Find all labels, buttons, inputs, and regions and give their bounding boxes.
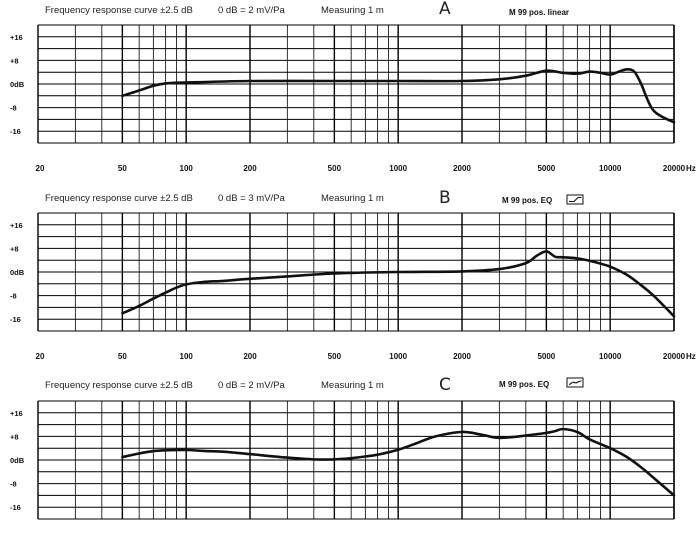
chart-a-grid bbox=[37, 24, 675, 144]
chart-a-xtick-label: 100 bbox=[180, 164, 194, 173]
chart-a-ytick-label: -16 bbox=[10, 127, 21, 136]
chart-b-xtick-label: 2000 bbox=[453, 352, 471, 361]
chart-b-xtick-label: 500 bbox=[328, 352, 342, 361]
chart-a-x-unit: Hz bbox=[686, 164, 696, 173]
chart-b-xtick-label: 200 bbox=[243, 352, 257, 361]
chart-a-xtick-label: 500 bbox=[328, 164, 342, 173]
chart-b-xtick-label: 50 bbox=[118, 352, 127, 361]
chart-c-ytick-label: 0dB bbox=[10, 456, 25, 465]
chart-a-ytick-label: +16 bbox=[10, 33, 23, 42]
chart-a-ytick-label: +8 bbox=[10, 56, 19, 65]
chart-c-ytick-label: +8 bbox=[10, 432, 19, 441]
chart-b-xtick-label: 5000 bbox=[537, 352, 555, 361]
chart-b-distance: Measuring 1 m bbox=[321, 193, 384, 204]
chart-c-grid bbox=[37, 400, 675, 520]
chart-a-xtick-label: 10000 bbox=[599, 164, 622, 173]
chart-b-ytick-label: +8 bbox=[10, 244, 19, 253]
chart-c-ytick-label: -8 bbox=[10, 480, 17, 489]
chart-b-letter: B bbox=[439, 188, 451, 208]
chart-a-xtick-label: 5000 bbox=[537, 164, 555, 173]
chart-a-title: Frequency response curve ±2.5 dB bbox=[45, 5, 193, 16]
chart-b-ytick-label: 0dB bbox=[10, 268, 25, 277]
chart-b-xtick-label: 20000 bbox=[663, 352, 686, 361]
eq-wave-icon bbox=[566, 377, 584, 388]
chart-c-letter: C bbox=[439, 375, 451, 395]
chart-a-xtick-label: 20 bbox=[36, 164, 45, 173]
chart-a-letter: A bbox=[439, 0, 451, 19]
chart-panel-a: Frequency response curve ±2.5 dB 0 dB = … bbox=[10, 0, 696, 173]
chart-panel-b: Frequency response curve ±2.5 dB 0 dB = … bbox=[10, 188, 696, 361]
chart-b-xtick-label: 20 bbox=[36, 352, 45, 361]
chart-a-xtick-label: 1000 bbox=[389, 164, 407, 173]
chart-b-reference: 0 dB = 3 mV/Pa bbox=[218, 193, 286, 204]
chart-c-ytick-label: +16 bbox=[10, 409, 23, 418]
chart-b-ytick-label: +16 bbox=[10, 221, 23, 230]
chart-b-x-unit: Hz bbox=[686, 352, 696, 361]
chart-a-xtick-label: 20000 bbox=[663, 164, 686, 173]
chart-a-xtick-label: 200 bbox=[243, 164, 257, 173]
chart-b-grid bbox=[37, 212, 675, 332]
chart-a-model-label: M 99 pos. linear bbox=[509, 8, 569, 17]
chart-a-reference: 0 dB = 2 mV/Pa bbox=[218, 5, 286, 16]
chart-b-ytick-label: -16 bbox=[10, 315, 21, 324]
chart-b-xtick-label: 10000 bbox=[599, 352, 622, 361]
chart-a-ytick-label: -8 bbox=[10, 104, 17, 113]
chart-c-series-line bbox=[121, 427, 676, 497]
chart-c-distance: Measuring 1 m bbox=[321, 380, 384, 391]
chart-c-title: Frequency response curve ±2.5 dB bbox=[45, 380, 193, 391]
eq-shelf-icon bbox=[566, 194, 584, 205]
chart-c-model-label: M 99 pos. EQ bbox=[499, 380, 549, 389]
chart-c-reference: 0 dB = 2 mV/Pa bbox=[218, 380, 286, 391]
chart-a-series-line bbox=[121, 67, 676, 124]
chart-a-xtick-label: 50 bbox=[118, 164, 127, 173]
chart-b-xtick-label: 1000 bbox=[389, 352, 407, 361]
chart-b-series-line bbox=[121, 250, 676, 318]
chart-b-xtick-label: 100 bbox=[180, 352, 194, 361]
chart-c-ytick-label: -16 bbox=[10, 503, 21, 512]
chart-b-model-label: M 99 pos. EQ bbox=[502, 196, 552, 205]
chart-b-title: Frequency response curve ±2.5 dB bbox=[45, 193, 193, 204]
chart-a-distance: Measuring 1 m bbox=[321, 5, 384, 16]
chart-a-ytick-label: 0dB bbox=[10, 80, 25, 89]
chart-panel-c: Frequency response curve ±2.5 dB 0 dB = … bbox=[10, 375, 676, 520]
chart-a-xtick-label: 2000 bbox=[453, 164, 471, 173]
chart-b-ytick-label: -8 bbox=[10, 292, 17, 301]
